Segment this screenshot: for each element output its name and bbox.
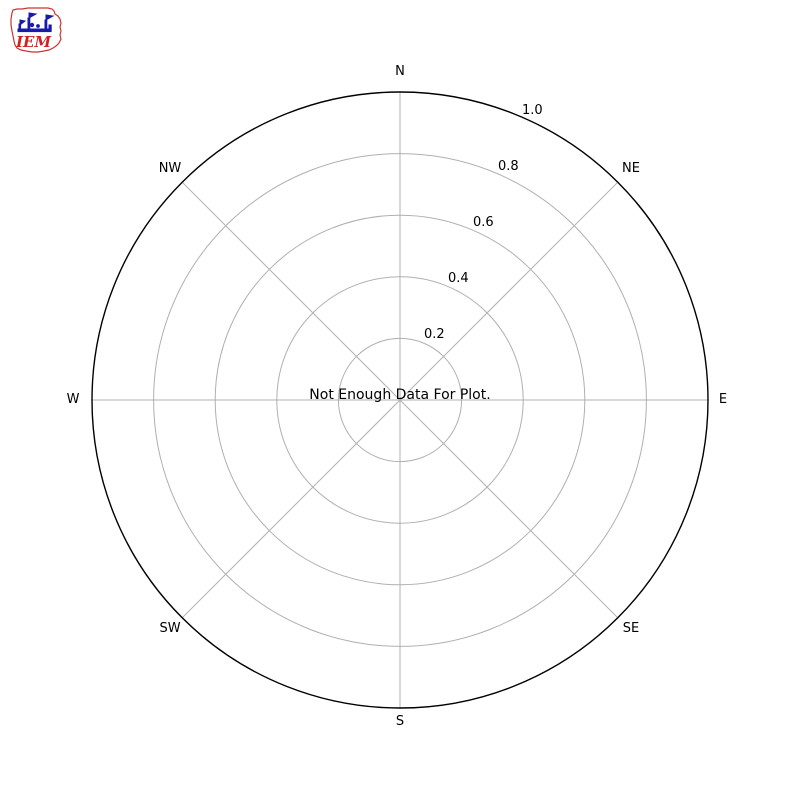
iem-wordmark: IEM (15, 33, 51, 51)
theta-label-nw: NW (158, 161, 182, 176)
r-gridline-0-2 (337, 337, 463, 463)
theta-label-ne: NE (622, 161, 640, 176)
r-tick-label-1-0: 1.0 (522, 103, 543, 118)
theta-label-s: S (395, 714, 405, 729)
r-gridline-0-8 (153, 153, 647, 647)
theta-label-sw: SW (159, 621, 181, 636)
anemometer-icon (17, 12, 55, 33)
r-gridlines (153, 153, 647, 647)
no-data-message: Not Enough Data For Plot. (309, 387, 491, 403)
iem-logo-graphic: IEM (10, 7, 62, 53)
polar-outer-spine (91, 91, 709, 709)
theta-label-w: W (66, 392, 80, 407)
theta-label-se: SE (622, 621, 640, 636)
theta-label-n: N (395, 64, 405, 79)
theta-gridline-nw (181, 181, 401, 401)
iem-logo[interactable]: IEM (8, 5, 68, 57)
r-tick-label-0-2: 0.2 (424, 327, 445, 342)
theta-gridlines (92, 92, 708, 708)
theta-label-e: E (718, 392, 728, 407)
r-gridline-0-6 (214, 214, 586, 586)
r-tick-label-0-8: 0.8 (498, 159, 519, 174)
theta-gridline-ne (399, 181, 619, 401)
theta-gridline-sw (181, 399, 401, 619)
r-gridline-0-4 (276, 276, 524, 524)
r-tick-label-0-4: 0.4 (448, 271, 469, 286)
theta-gridline-se (399, 399, 619, 619)
r-tick-label-0-6: 0.6 (473, 215, 494, 230)
